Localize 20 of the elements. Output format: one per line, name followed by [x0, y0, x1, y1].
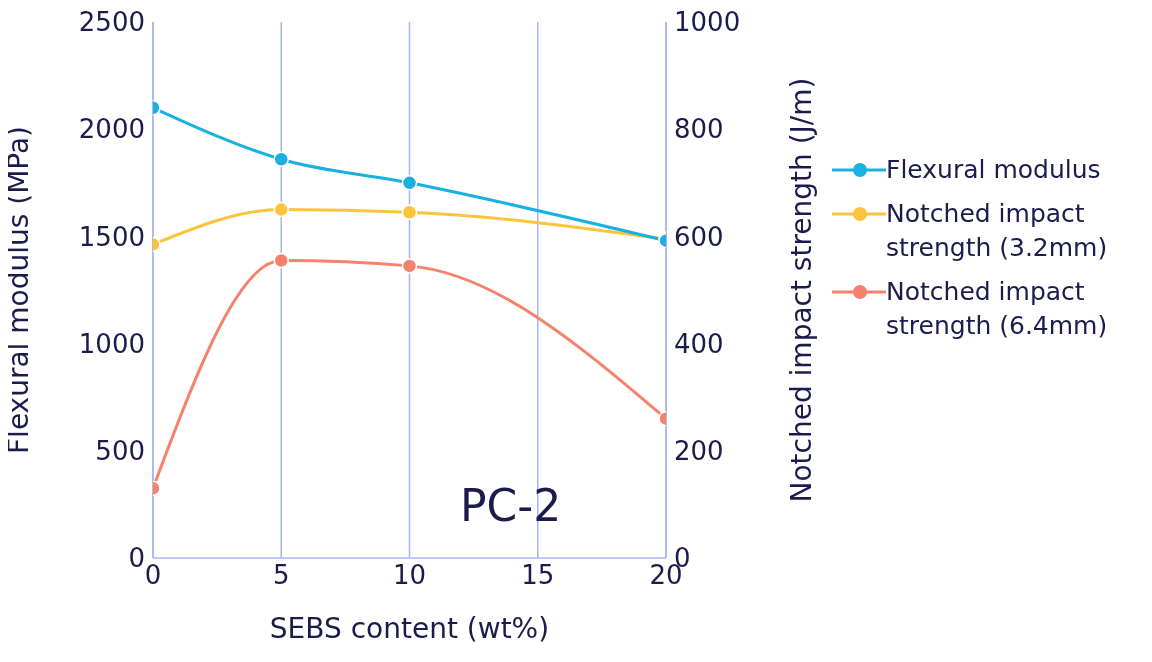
- x-axis-title: SEBS content (wt%): [269, 612, 550, 645]
- y-tick-label: 1000: [78, 328, 145, 359]
- annotation: PC-2: [460, 480, 562, 531]
- legend-label: Notched impact strength (6.4mm): [886, 276, 1109, 342]
- x-tick-label: 15: [521, 560, 555, 591]
- y-tick-label: 2500: [78, 7, 145, 38]
- y2-tick-label: 400: [674, 328, 724, 359]
- x-tick-label: 10: [392, 560, 427, 591]
- x-tick-label: 5: [272, 560, 290, 591]
- y2-axis-title: Notched impact strength (J/m): [784, 77, 818, 503]
- point: [401, 204, 418, 221]
- y-tick-label: 1500: [78, 221, 145, 252]
- y2-tick-label: 200: [674, 436, 724, 467]
- y2-tick-label: 600: [674, 221, 724, 252]
- y-tick-label: 500: [95, 436, 145, 467]
- y2-tick-label: 800: [674, 114, 724, 145]
- y2-tick-label: 1000: [674, 7, 741, 38]
- legend-label: Flexural modulus: [886, 154, 1101, 186]
- legend-label: Notched impact strength (3.2mm): [886, 198, 1109, 264]
- y-tick-label: 2000: [78, 114, 145, 145]
